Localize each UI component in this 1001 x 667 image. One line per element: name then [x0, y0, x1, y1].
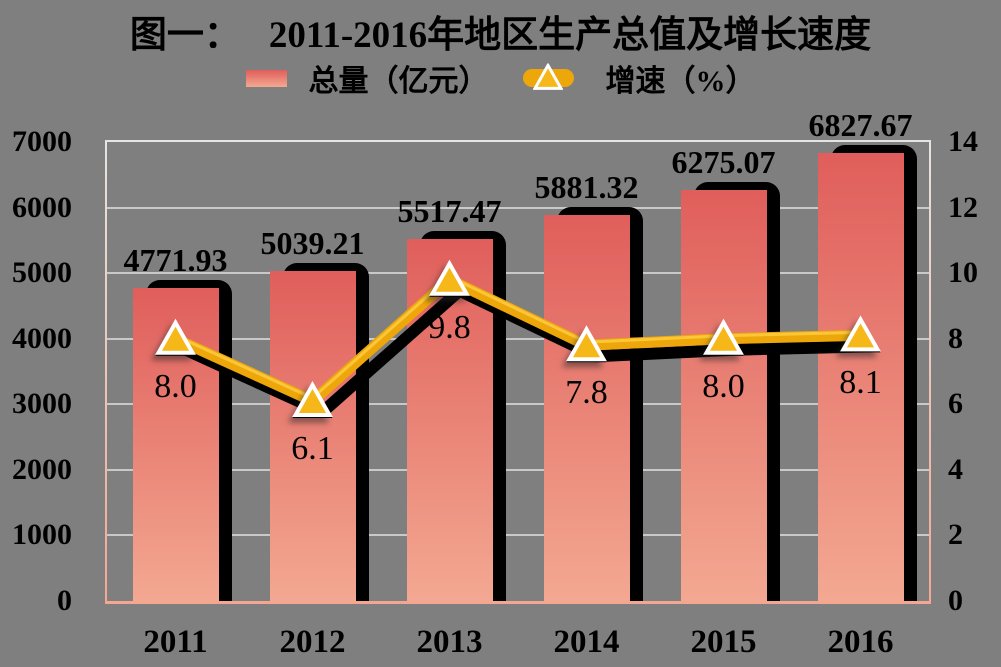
legend-item-growth: 增速（%） [489, 56, 756, 100]
left-axis-tick: 7000 [12, 125, 72, 158]
bar [817, 153, 904, 601]
right-axis-tick: 4 [948, 452, 963, 486]
bar [543, 215, 630, 601]
gridline [107, 468, 929, 471]
line-value-label: 8.1 [839, 364, 882, 402]
line-value-label: 8.0 [154, 367, 197, 405]
bar [269, 270, 356, 601]
legend-label-growth: 增速（%） [605, 65, 756, 98]
gridline [107, 272, 929, 275]
left-axis-tick: 4000 [12, 321, 72, 355]
left-axis-tick: 5000 [12, 256, 72, 290]
marker-triangle-icon [429, 259, 470, 296]
bar [680, 189, 767, 601]
legend-label-total: 总量（亿元） [308, 65, 489, 98]
right-axis-tick: 0 [948, 584, 963, 617]
line-value-label: 8.0 [702, 367, 745, 405]
x-axis-label: 2012 [279, 624, 346, 660]
bar-value-label: 4771.93 [123, 242, 228, 279]
right-axis-tick: 12 [948, 190, 978, 224]
left-axis-tick: 0 [57, 584, 72, 617]
bar-value-label: 5039.21 [260, 224, 365, 261]
marker-triangle-icon [566, 325, 607, 362]
bar-value-label: 6275.07 [671, 143, 776, 180]
right-axis-tick: 8 [948, 321, 963, 355]
bar-value-label: 6827.67 [808, 107, 913, 144]
growth-line-shadow [179, 284, 877, 418]
bar-value-label: 5517.47 [397, 193, 502, 230]
left-axis-tick: 2000 [12, 452, 72, 486]
plot-area: 4771.93 5039.21 5517.47 5881.32 6275.07 6827.… [107, 107, 929, 601]
bar-series-swatch-icon [245, 69, 287, 87]
line-value-label: 6.1 [291, 430, 334, 467]
growth-line-layer [155, 259, 881, 419]
line-value-label: 9.8 [428, 308, 471, 346]
line-series-swatch-icon [522, 63, 574, 90]
gridline [107, 403, 929, 406]
gridline [107, 534, 929, 537]
x-axis-label: 2016 [827, 624, 894, 660]
right-axis-tick: 10 [948, 256, 978, 290]
line-marker [155, 318, 196, 356]
line-marker [840, 315, 881, 353]
legend: 总量（亿元） 增速（%） [0, 56, 1001, 100]
line-marker [429, 259, 470, 297]
left-axis-tick: 3000 [12, 387, 72, 421]
marker-triangle-icon [292, 380, 333, 418]
line-value-label: 7.8 [565, 374, 608, 412]
marker-triangle-icon [155, 318, 196, 355]
marker-triangle-icon [703, 318, 744, 355]
x-axis-label: 2015 [690, 624, 757, 660]
x-axis-label: 2014 [553, 624, 620, 660]
line-marker [292, 380, 333, 419]
left-axis-tick: 6000 [12, 190, 72, 224]
legend-item-total: 总量（亿元） [245, 56, 489, 100]
growth-line [170, 274, 866, 407]
chart-title-text: 2011-2016年地区生产总值及增长速度 [268, 15, 872, 56]
right-axis-tick: 6 [948, 387, 963, 421]
right-axis-tick: 14 [948, 125, 978, 158]
line-marker [566, 325, 607, 363]
chart-title: 图一： 2011-2016年地区生产总值及增长速度 [0, 4, 1001, 58]
x-axis-label: 2013 [416, 624, 483, 660]
bar-value-label: 5881.32 [534, 169, 639, 206]
triangle-marker-icon [533, 63, 563, 90]
plot-frame [105, 140, 931, 604]
right-axis-tick: 2 [948, 518, 963, 552]
growth-line-highlight [174, 275, 862, 400]
line-marker [703, 318, 744, 356]
chart-title-prefix: 图一： [129, 15, 241, 56]
left-axis-tick: 1000 [12, 518, 72, 552]
x-axis-label: 2011 [143, 624, 208, 660]
marker-triangle-icon [840, 315, 881, 352]
gridline [107, 337, 929, 340]
gridline [107, 206, 929, 209]
